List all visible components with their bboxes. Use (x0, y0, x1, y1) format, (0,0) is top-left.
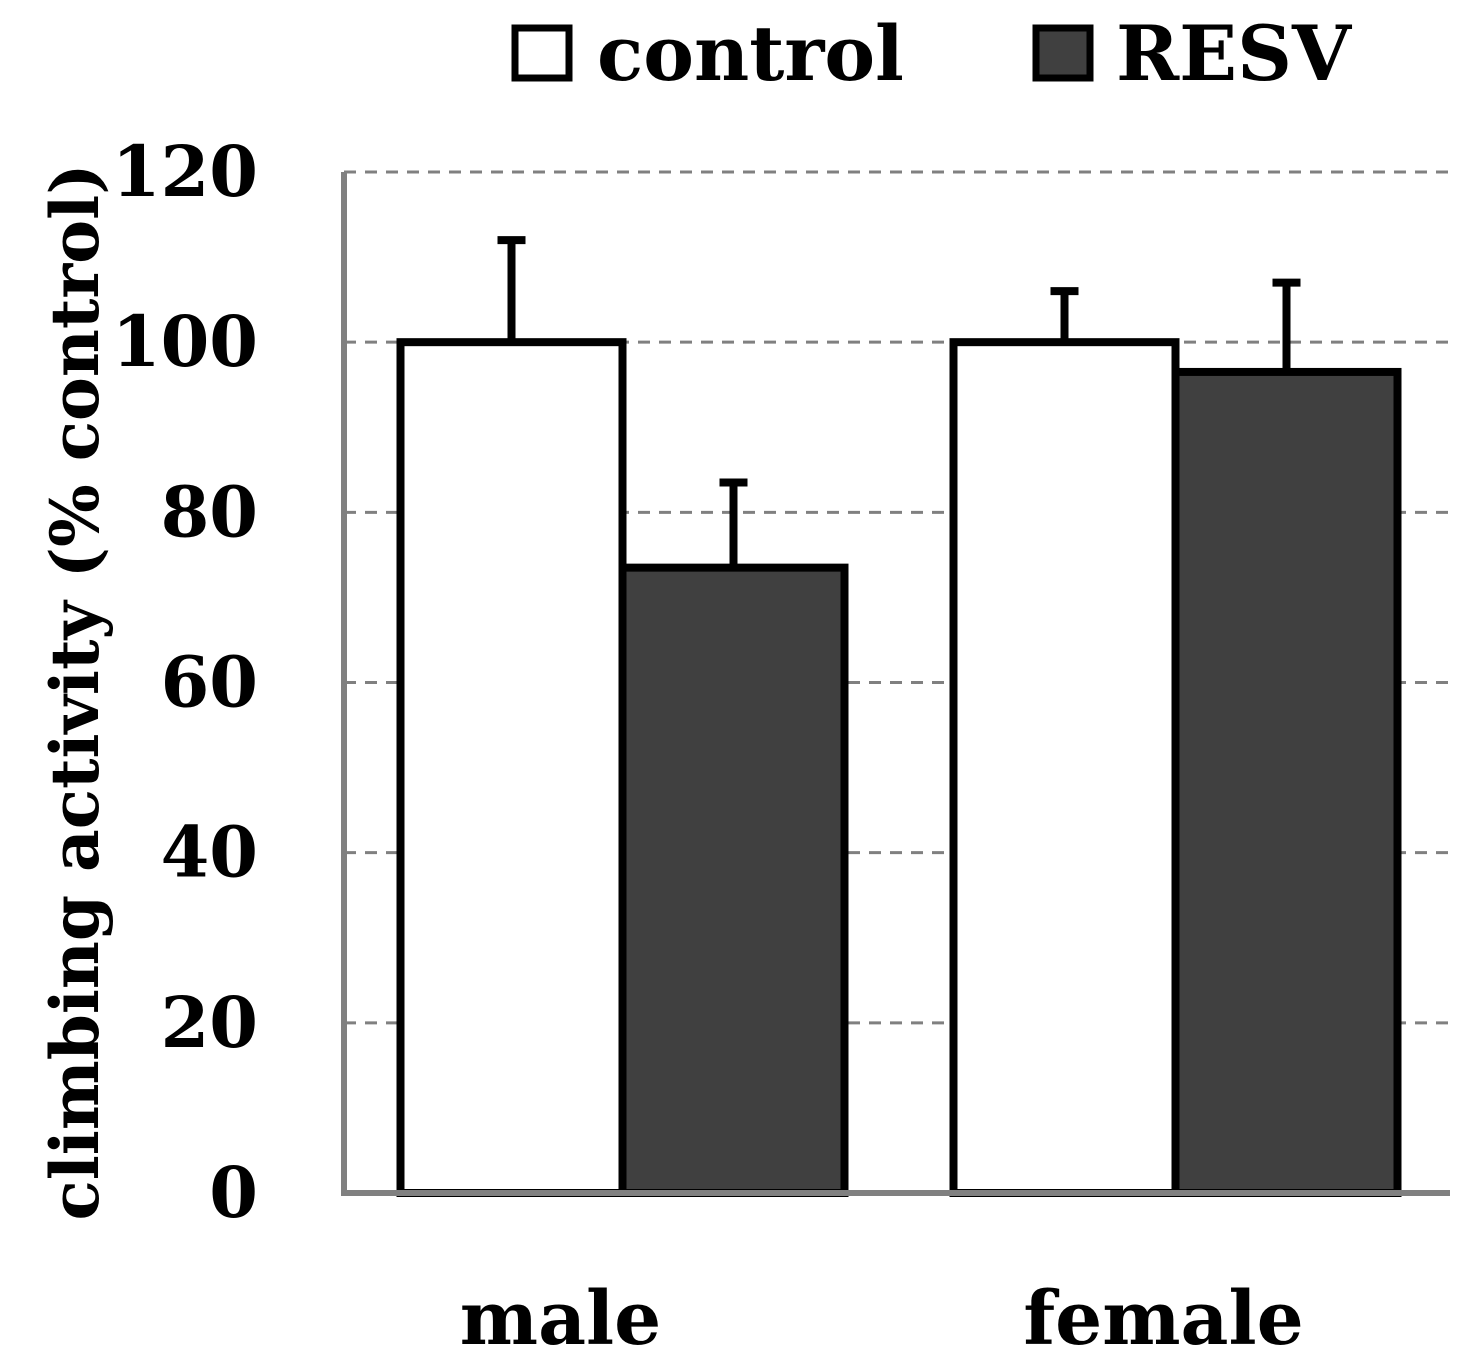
x-category-label: male (460, 1276, 661, 1360)
y-tick-label: 80 (161, 470, 258, 553)
x-category-label: female (1023, 1276, 1303, 1360)
legend-swatch-resv (1032, 24, 1094, 82)
axes (341, 172, 1450, 1196)
y-tick-label: 100 (112, 300, 258, 383)
y-tick-labels: 0 20 40 60 80 100 120 (112, 130, 258, 1234)
legend-label-resv: RESV (1116, 9, 1353, 98)
y-tick-label: 60 (161, 641, 258, 724)
bar-resv-female (1171, 367, 1402, 1197)
y-tick-label: 20 (161, 981, 258, 1064)
grid-lines (344, 170, 1450, 1025)
x-category-labels: male female (460, 1276, 1304, 1360)
bar-resv-male (618, 563, 849, 1197)
bar-control-female (949, 338, 1180, 1197)
y-axis-title: climbing activity (% control) (36, 164, 114, 1221)
bars (396, 236, 1402, 1197)
legend-label-control: control (597, 9, 904, 98)
y-tick-label: 40 (161, 811, 258, 894)
y-tick-label: 0 (209, 1151, 258, 1234)
legend-swatch-control (511, 24, 573, 82)
bar-control-male (396, 338, 627, 1197)
y-tick-label: 120 (112, 130, 258, 213)
legend: control RESV (511, 9, 1353, 98)
